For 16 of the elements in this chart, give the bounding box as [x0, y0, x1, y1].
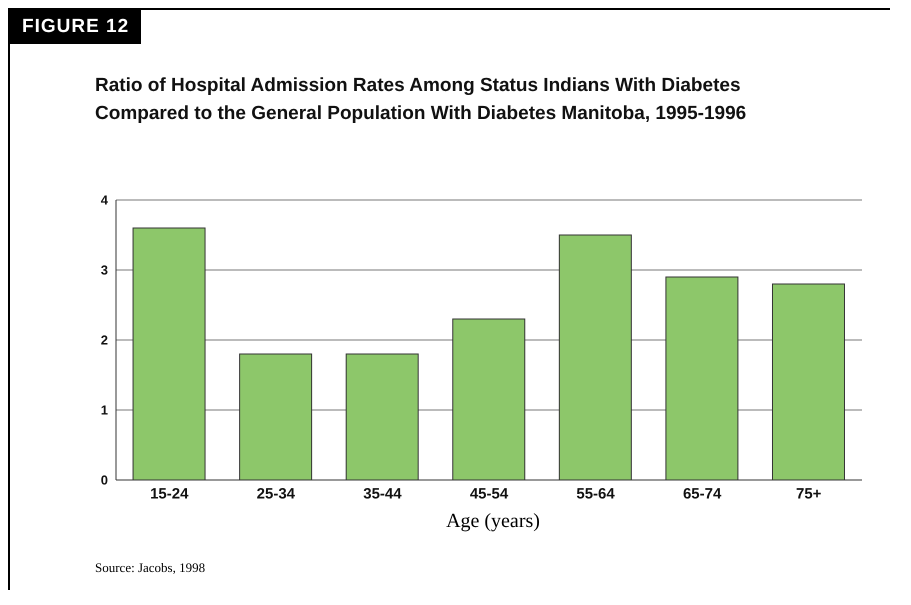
x-tick-label: 35-44 [363, 486, 402, 503]
x-tick-label: 25-34 [256, 486, 296, 503]
y-tick-label: 0 [100, 472, 108, 488]
y-tick-label: 1 [100, 402, 108, 418]
y-tick-label: 3 [100, 262, 108, 278]
y-tick-label: 2 [100, 332, 108, 348]
x-tick-label: 55-64 [576, 486, 616, 503]
x-tick-label: 15-24 [150, 486, 190, 503]
chart-title: Ratio of Hospital Admission Rates Among Status Indians With Diabetes Compared to the General Population With Diabetes Manitoba, 1995-1996 [95, 74, 748, 126]
y-tick-label: 4 [100, 192, 109, 208]
x-axis-title: Age (years) [445, 510, 541, 533]
caption: FIGURE 12 [10, 10, 142, 44]
source-note: Source: Jacobs, 1998 [95, 560, 206, 576]
x-tick-label: 45-54 [470, 486, 509, 503]
x-tick-label: 65-74 [682, 486, 722, 503]
x-tick-label: 75+ [796, 486, 822, 503]
